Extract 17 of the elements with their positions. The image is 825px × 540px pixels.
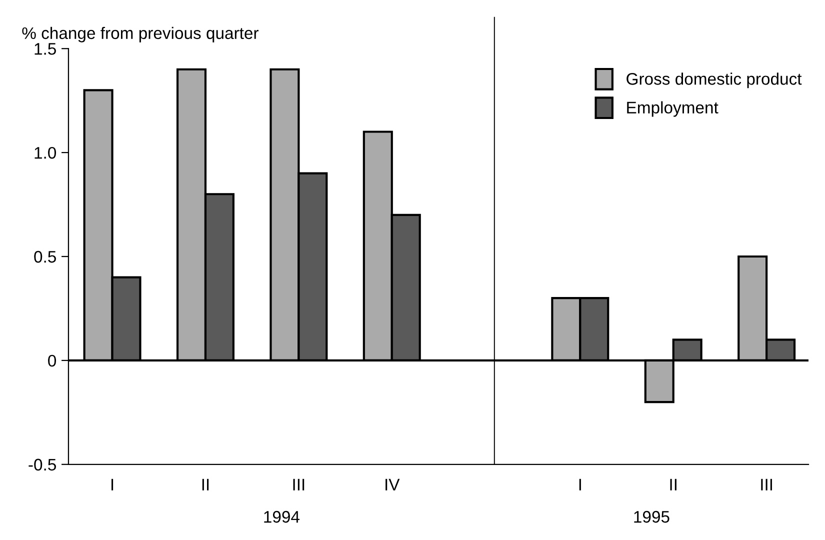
x-tick-label: I <box>112 478 114 490</box>
legend-label: Gross domestic product <box>626 72 802 88</box>
x-axis-title: 1995 <box>634 510 670 523</box>
x-tick-label: I <box>579 478 581 490</box>
x-axis-title: 1994 <box>264 510 300 523</box>
y-tick-label: 0.5 <box>34 250 56 263</box>
y-tick-label: 0 <box>48 354 56 367</box>
x-tick-label: III <box>293 478 304 490</box>
y-tick-label: 1.5 <box>34 43 56 55</box>
y-tick-label: 1.0 <box>34 146 56 159</box>
x-tick-label: III <box>761 478 772 490</box>
y-tick-label: -0.5 <box>28 458 56 471</box>
x-tick-label: II <box>202 478 209 490</box>
legend-label: Employment <box>627 101 718 117</box>
x-tick-label: IV <box>386 478 400 490</box>
y-axis-title: % change from previous quarter <box>22 26 259 42</box>
x-tick-label: II <box>670 478 676 490</box>
